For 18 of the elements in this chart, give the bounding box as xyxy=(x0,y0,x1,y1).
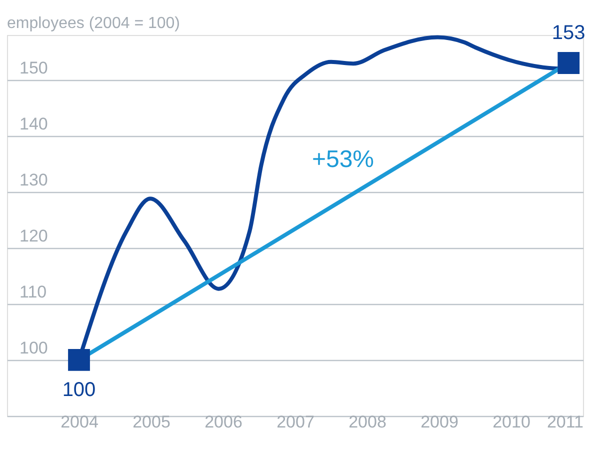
data-label: 153 xyxy=(552,22,586,44)
x-tick-label: 2007 xyxy=(276,412,314,432)
x-tick-label: 2008 xyxy=(348,412,386,432)
annotation: +53% xyxy=(312,146,374,173)
y-tick-label: 140 xyxy=(20,114,48,134)
x-tick-label: 2006 xyxy=(204,412,242,432)
data-label: 100 xyxy=(62,378,96,401)
y-tick-label: 150 xyxy=(20,58,48,78)
y-tick-label: 120 xyxy=(20,226,48,246)
x-tick-label: 2010 xyxy=(492,412,530,432)
x-tick-label: 2005 xyxy=(132,412,170,432)
y-tick-label: 100 xyxy=(20,338,48,358)
x-tick-label: 2011 xyxy=(546,412,584,432)
x-tick-label: 2004 xyxy=(60,412,98,432)
y-tick-label: 130 xyxy=(20,170,48,190)
chart-title: employees (2004 = 100) xyxy=(7,15,180,32)
y-tick-label: 110 xyxy=(20,282,47,302)
x-tick-label: 2009 xyxy=(420,412,458,432)
